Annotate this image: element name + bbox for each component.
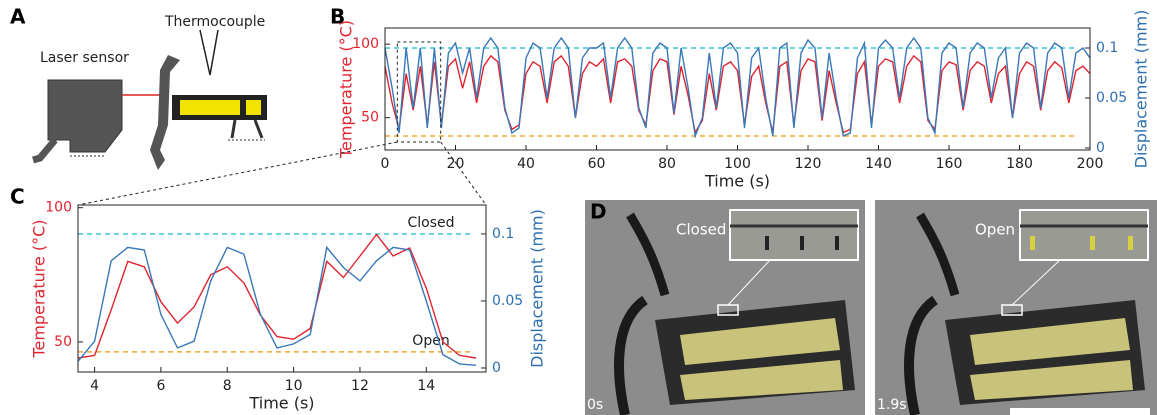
- laser-sensor: [47, 79, 123, 153]
- y2-tick-label: 0.05: [1096, 90, 1127, 106]
- x-tick-label: 6: [156, 378, 165, 394]
- series-line: [384, 54, 1091, 135]
- time-stamp: 1.9s: [877, 397, 907, 413]
- series-line: [77, 233, 477, 359]
- x-tick-label: 140: [865, 156, 892, 172]
- reference-label: Closed: [407, 215, 454, 231]
- x-tick-label: 20: [447, 156, 465, 172]
- y2-axis-label: Displacement (mm): [1132, 10, 1151, 169]
- x-tick-label: 4: [90, 378, 99, 394]
- x-axis-label: Time (s): [248, 394, 314, 413]
- inset-label: Closed: [676, 221, 726, 239]
- y2-tick-label: 0.05: [492, 293, 523, 309]
- x-tick-label: 12: [351, 378, 369, 394]
- x-tick-label: 160: [936, 156, 963, 172]
- zoom-connector: [440, 141, 487, 206]
- actuator-fill: [180, 100, 240, 115]
- zoom-connector: [77, 141, 398, 206]
- sensor-arm: [32, 137, 58, 164]
- inset: [1019, 209, 1149, 261]
- x-tick-label: 200: [1077, 156, 1104, 172]
- x-axis-label: Time (s): [704, 172, 770, 191]
- legs: [230, 119, 264, 139]
- diagram-label: Thermocouple: [164, 14, 265, 30]
- x-tick-label: 10: [285, 378, 303, 394]
- series-line: [77, 245, 477, 366]
- y2-tick-label: 0.1: [1096, 40, 1118, 56]
- x-tick-label: 40: [517, 156, 535, 172]
- inset-label: Open: [975, 221, 1015, 239]
- device: [904, 212, 1145, 415]
- panel-label: B: [330, 5, 345, 29]
- plot-frame: [77, 204, 487, 373]
- diagram-label: Laser sensor: [40, 50, 129, 66]
- y2-axis-label: Displacement (mm): [528, 209, 547, 368]
- x-tick-label: 60: [588, 156, 606, 172]
- diagram: A Laser sensor Thermocouple: [10, 5, 267, 170]
- flap: [150, 55, 180, 170]
- y-tick-label: 100: [45, 200, 72, 216]
- x-tick-label: 80: [658, 156, 676, 172]
- y2-tick-label: 0.1: [492, 226, 514, 242]
- x-tick-label: 100: [724, 156, 751, 172]
- y-axis-label: Temperature (°C): [337, 20, 356, 159]
- x-tick-label: 14: [417, 378, 435, 394]
- y-tick-label: 50: [361, 110, 379, 126]
- panel-label: C: [10, 185, 25, 209]
- reference-label: Open: [412, 333, 449, 349]
- x-tick-label: 8: [223, 378, 232, 394]
- actuator-fill: [246, 100, 261, 115]
- y2-tick-label: 0: [492, 360, 501, 376]
- x-tick-label: 120: [795, 156, 822, 172]
- plot-frame: [384, 27, 1091, 151]
- zoom-box: [396, 41, 442, 143]
- panel-label: D: [590, 200, 607, 224]
- scale-bar: [1010, 408, 1150, 415]
- device: [614, 212, 855, 415]
- x-tick-label: 0: [381, 156, 390, 172]
- panel-label: A: [10, 5, 26, 29]
- y2-tick-label: 0: [1096, 140, 1105, 156]
- y-tick-label: 50: [54, 334, 72, 350]
- time-stamp: 0s: [587, 397, 603, 413]
- y-axis-label: Temperature (°C): [30, 219, 49, 358]
- x-tick-label: 180: [1006, 156, 1033, 172]
- series-line: [384, 36, 1091, 139]
- thermocouple: [199, 29, 219, 76]
- y-tick-label: 100: [352, 36, 379, 52]
- inset: [729, 209, 859, 261]
- photos: Closed Open 0s 1.9s D: [585, 200, 1157, 415]
